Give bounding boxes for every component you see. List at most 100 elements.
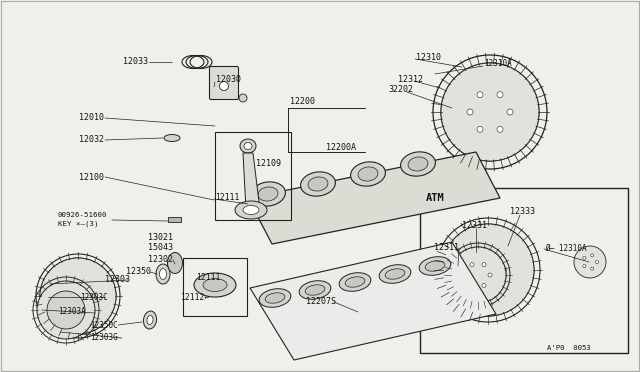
Circle shape [450, 247, 506, 303]
Text: 12333: 12333 [510, 208, 535, 217]
Text: 12100: 12100 [79, 173, 104, 182]
Text: 12200: 12200 [290, 97, 315, 106]
Ellipse shape [239, 94, 247, 102]
Circle shape [450, 247, 506, 303]
Circle shape [507, 109, 513, 115]
Text: 12112←: 12112← [180, 294, 209, 302]
Circle shape [63, 281, 93, 311]
Text: A'P0  0053: A'P0 0053 [547, 345, 591, 351]
Circle shape [441, 63, 539, 161]
Circle shape [441, 63, 539, 161]
Text: KEY ×—(3): KEY ×—(3) [58, 221, 99, 227]
Bar [168, 217, 181, 222]
Text: 00926-51600: 00926-51600 [58, 212, 108, 218]
Text: 12200A: 12200A [326, 144, 356, 153]
Ellipse shape [345, 277, 365, 287]
Circle shape [588, 260, 592, 264]
Circle shape [483, 105, 497, 119]
Ellipse shape [265, 293, 285, 303]
Ellipse shape [147, 315, 153, 324]
Circle shape [502, 267, 506, 273]
Circle shape [473, 270, 483, 280]
Text: 12350: 12350 [126, 267, 151, 276]
Circle shape [583, 256, 586, 259]
Circle shape [37, 281, 95, 339]
Circle shape [493, 254, 499, 259]
Ellipse shape [235, 201, 267, 219]
Circle shape [464, 273, 468, 277]
Bar [420, 188, 628, 353]
Text: 12310: 12310 [416, 52, 441, 61]
FancyBboxPatch shape [209, 67, 239, 99]
Text: 12303A: 12303A [58, 308, 86, 317]
Circle shape [482, 264, 494, 276]
Ellipse shape [203, 279, 227, 292]
Ellipse shape [308, 177, 328, 191]
Ellipse shape [339, 273, 371, 291]
Circle shape [47, 291, 85, 329]
Ellipse shape [194, 273, 236, 297]
Polygon shape [243, 153, 260, 210]
Ellipse shape [299, 281, 331, 299]
Circle shape [591, 254, 594, 257]
Circle shape [482, 283, 486, 288]
Circle shape [488, 273, 492, 277]
Circle shape [470, 283, 474, 288]
Text: 13021: 13021 [148, 234, 173, 243]
Text: 12331: 12331 [462, 221, 487, 230]
Circle shape [574, 246, 606, 278]
Text: 12032: 12032 [79, 135, 104, 144]
Ellipse shape [379, 265, 411, 283]
Circle shape [477, 126, 483, 132]
Text: 12207S: 12207S [306, 298, 336, 307]
Text: 12303: 12303 [105, 276, 130, 285]
Ellipse shape [159, 269, 166, 279]
Text: 12350C: 12350C [90, 321, 118, 330]
Ellipse shape [419, 257, 451, 275]
Text: 12312: 12312 [398, 74, 423, 83]
Text: 12303C: 12303C [80, 292, 108, 301]
Ellipse shape [301, 172, 335, 196]
Text: 12302: 12302 [148, 256, 173, 264]
Circle shape [591, 267, 594, 270]
Circle shape [61, 305, 71, 315]
Circle shape [477, 254, 483, 259]
Text: 12030: 12030 [216, 76, 241, 84]
Ellipse shape [244, 142, 252, 150]
Circle shape [477, 92, 483, 98]
Text: 12010: 12010 [79, 113, 104, 122]
Circle shape [459, 256, 497, 294]
Ellipse shape [240, 139, 256, 153]
Bar [215, 132, 291, 220]
Ellipse shape [156, 264, 170, 284]
Circle shape [442, 224, 534, 316]
Ellipse shape [243, 205, 259, 215]
Text: 12109: 12109 [256, 158, 281, 167]
Ellipse shape [251, 182, 285, 206]
Circle shape [467, 109, 473, 115]
Ellipse shape [164, 135, 180, 141]
Circle shape [220, 81, 228, 90]
Circle shape [470, 263, 474, 267]
Ellipse shape [408, 157, 428, 171]
Circle shape [73, 291, 83, 301]
Text: 32202: 32202 [388, 86, 413, 94]
Circle shape [40, 258, 116, 334]
Circle shape [442, 224, 534, 316]
Circle shape [477, 281, 483, 286]
Ellipse shape [425, 261, 445, 271]
Ellipse shape [258, 187, 278, 201]
Text: 12111: 12111 [215, 192, 239, 202]
Ellipse shape [358, 167, 378, 181]
Ellipse shape [259, 289, 291, 307]
Text: 12311: 12311 [434, 244, 459, 253]
Circle shape [462, 84, 518, 140]
Circle shape [493, 281, 499, 286]
Ellipse shape [143, 311, 157, 329]
Polygon shape [248, 152, 500, 244]
Text: ATM: ATM [426, 193, 445, 203]
Text: Ø— 12310A: Ø— 12310A [545, 244, 587, 253]
Text: 12310A: 12310A [484, 60, 512, 68]
Bar [183, 258, 247, 316]
Ellipse shape [401, 152, 435, 176]
